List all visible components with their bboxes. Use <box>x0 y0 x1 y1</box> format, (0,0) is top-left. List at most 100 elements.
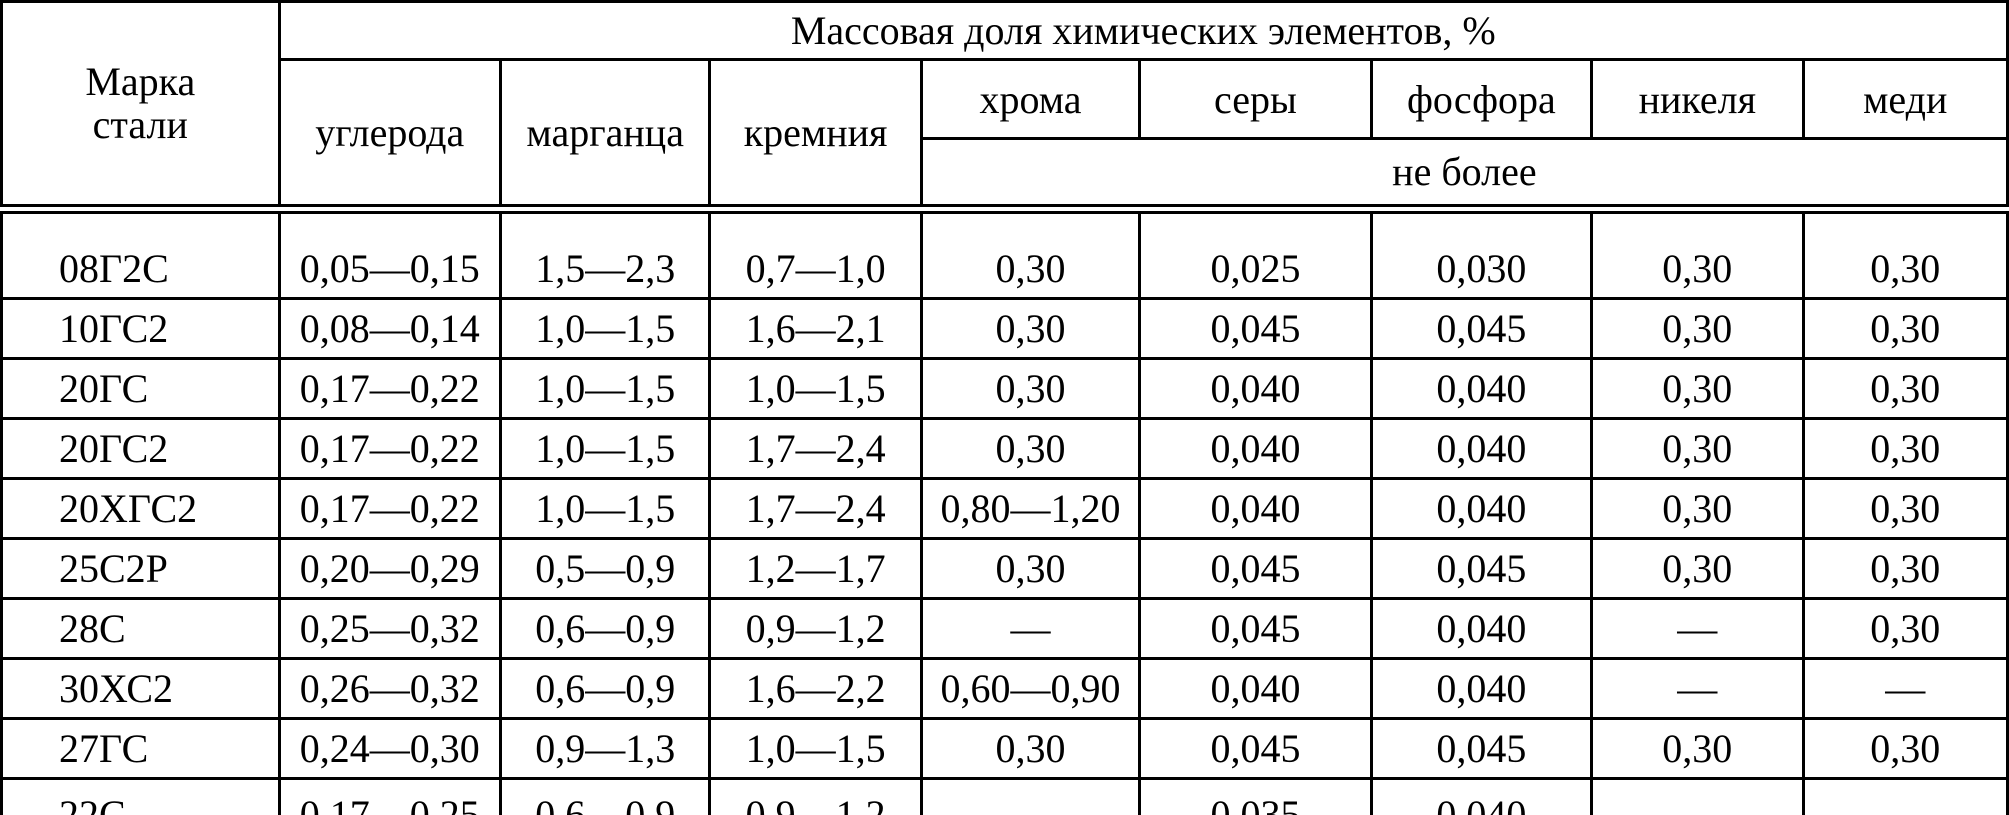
header-manganese: марганца <box>498 58 712 214</box>
table-row: 30ХС2 0,26—0,32 0,6—0,9 1,6—2,2 0,60—0,90 0,0… <box>0 656 2009 720</box>
value-cell: 0,045 <box>1138 296 1373 360</box>
value-cell: 0,08—0,14 <box>277 296 502 360</box>
value-cell: 0,045 <box>1138 596 1373 660</box>
header-phosphorus: фосфора <box>1369 58 1594 140</box>
value-cell: 0,30 <box>1801 476 2009 540</box>
steel-grade-cell: 20ГС <box>0 356 281 420</box>
table-row: 27ГС 0,24—0,30 0,9—1,3 1,0—1,5 0,30 0,045 0,04… <box>0 716 2009 780</box>
value-cell: 0,25—0,32 <box>277 596 502 660</box>
value-cell: 0,80—1,20 <box>919 476 1142 540</box>
value-cell: 1,7—2,4 <box>708 476 923 540</box>
value-cell: 1,0—1,5 <box>498 296 712 360</box>
value-cell: 0,30 <box>919 207 1142 300</box>
value-cell: — <box>1801 776 2009 815</box>
value-cell: 1,2—1,7 <box>708 536 923 600</box>
value-cell: 0,30 <box>1801 536 2009 600</box>
value-cell: 0,17—0,25 <box>277 776 502 815</box>
header-carbon: углерода <box>277 58 502 214</box>
value-cell: 0,30 <box>1801 596 2009 660</box>
limit-note: не более <box>919 137 2009 214</box>
table-row: 20ГС 0,17—0,22 1,0—1,5 1,0—1,5 0,30 0,040 0,04… <box>0 356 2009 420</box>
value-cell: 0,025 <box>1138 207 1373 300</box>
value-cell: 0,30 <box>919 536 1142 600</box>
value-cell: 0,040 <box>1369 356 1594 420</box>
header-nickel: никеля <box>1590 58 1805 140</box>
value-cell: 0,6—0,9 <box>498 776 712 815</box>
value-cell: 0,17—0,22 <box>277 476 502 540</box>
value-cell: 0,045 <box>1138 536 1373 600</box>
value-cell: 0,9—1,2 <box>708 596 923 660</box>
table-row: 08Г2С 0,05—0,15 1,5—2,3 0,7—1,0 0,30 0,025 0,0… <box>0 207 2009 300</box>
value-cell: 0,24—0,30 <box>277 716 502 780</box>
header-sulfur: серы <box>1138 58 1373 140</box>
value-cell: 0,045 <box>1369 536 1594 600</box>
value-cell: 0,040 <box>1138 476 1373 540</box>
value-cell: 0,6—0,9 <box>498 596 712 660</box>
value-cell: 0,040 <box>1369 416 1594 480</box>
value-cell: 0,20—0,29 <box>277 536 502 600</box>
value-cell: 1,0—1,5 <box>708 356 923 420</box>
steel-grade-cell: 08Г2С <box>0 207 281 300</box>
value-cell: 0,30 <box>1801 716 2009 780</box>
value-cell: 0,30 <box>919 416 1142 480</box>
value-cell: 0,05—0,15 <box>277 207 502 300</box>
value-cell: 0,30 <box>1590 356 1805 420</box>
corner-header-steel-grade: Марка стали <box>0 0 281 214</box>
value-cell: 1,0—1,5 <box>498 416 712 480</box>
header-row-group: Марка стали Массовая доля химических эле… <box>0 0 2009 214</box>
steel-grade-cell: 10ГС2 <box>0 296 281 360</box>
value-cell: 0,040 <box>1138 656 1373 720</box>
value-cell: 0,30 <box>1590 207 1805 300</box>
table-row: 10ГС2 0,08—0,14 1,0—1,5 1,6—2,1 0,30 0,045 0,0… <box>0 296 2009 360</box>
table-row: 22С 0,17—0,25 0,6—0,9 0,9—1,2—0,035 0,040— — <box>0 776 2009 815</box>
value-cell: 0,045 <box>1369 296 1594 360</box>
value-cell: 0,30 <box>1801 207 2009 300</box>
value-cell: 0,30 <box>1590 476 1805 540</box>
value-cell: 0,9—1,3 <box>498 716 712 780</box>
value-cell: 1,6—2,2 <box>708 656 923 720</box>
value-cell: 0,30 <box>1801 296 2009 360</box>
table-header: Марка стали Массовая доля химических эле… <box>0 0 2009 214</box>
value-cell: 0,040 <box>1138 416 1373 480</box>
value-cell: 0,045 <box>1369 716 1594 780</box>
value-cell: 0,30 <box>1801 356 2009 420</box>
corner-header-label: Марка стали <box>85 59 196 148</box>
value-cell: 0,17—0,22 <box>277 356 502 420</box>
value-cell: 0,7—1,0 <box>708 207 923 300</box>
value-cell: — <box>1590 776 1805 815</box>
value-cell: 0,30 <box>1590 416 1805 480</box>
header-row-elements: углерода марганца кремния хрома серы фос… <box>2 58 2009 214</box>
value-cell: — <box>1590 656 1805 720</box>
value-cell: 0,30 <box>1590 296 1805 360</box>
value-cell: 0,045 <box>1138 716 1373 780</box>
value-cell: 0,040 <box>1369 656 1594 720</box>
steel-grade-cell: 27ГС <box>0 716 281 780</box>
table-row: 25С2Р 0,20—0,29 0,5—0,9 1,2—1,7 0,30 0,045 0,0… <box>0 536 2009 600</box>
value-cell: 0,035 <box>1138 776 1373 815</box>
value-cell: 1,7—2,4 <box>708 416 923 480</box>
steel-grade-cell: 20ГС2 <box>0 416 281 480</box>
value-cell: 0,30 <box>1590 536 1805 600</box>
value-cell: 0,9—1,2 <box>708 776 923 815</box>
value-cell: 0,30 <box>1801 416 2009 480</box>
value-cell: 0,5—0,9 <box>498 536 712 600</box>
value-cell: 0,30 <box>919 296 1142 360</box>
value-cell: 0,040 <box>1369 476 1594 540</box>
header-chromium: хрома <box>919 58 1142 140</box>
table-body: 08Г2С 0,05—0,15 1,5—2,3 0,7—1,0 0,30 0,025 0,0… <box>0 207 2009 815</box>
value-cell: — <box>919 776 1142 815</box>
group-header-mass-fraction: Массовая доля химических элементов, % <box>277 0 2009 61</box>
value-cell: 0,040 <box>1369 776 1594 815</box>
value-cell: 1,0—1,5 <box>708 716 923 780</box>
header-copper: меди <box>1801 58 2009 140</box>
value-cell: 0,030 <box>1369 207 1594 300</box>
value-cell: 0,60—0,90 <box>919 656 1142 720</box>
table-row: 28С 0,25—0,32 0,6—0,9 0,9—1,2—0,045 0,040—0,… <box>0 596 2009 660</box>
value-cell: — <box>1801 656 2009 720</box>
header-silicon: кремния <box>708 58 923 214</box>
value-cell: 1,5—2,3 <box>498 207 712 300</box>
value-cell: 1,0—1,5 <box>498 476 712 540</box>
value-cell: — <box>919 596 1142 660</box>
value-cell: 0,6—0,9 <box>498 656 712 720</box>
